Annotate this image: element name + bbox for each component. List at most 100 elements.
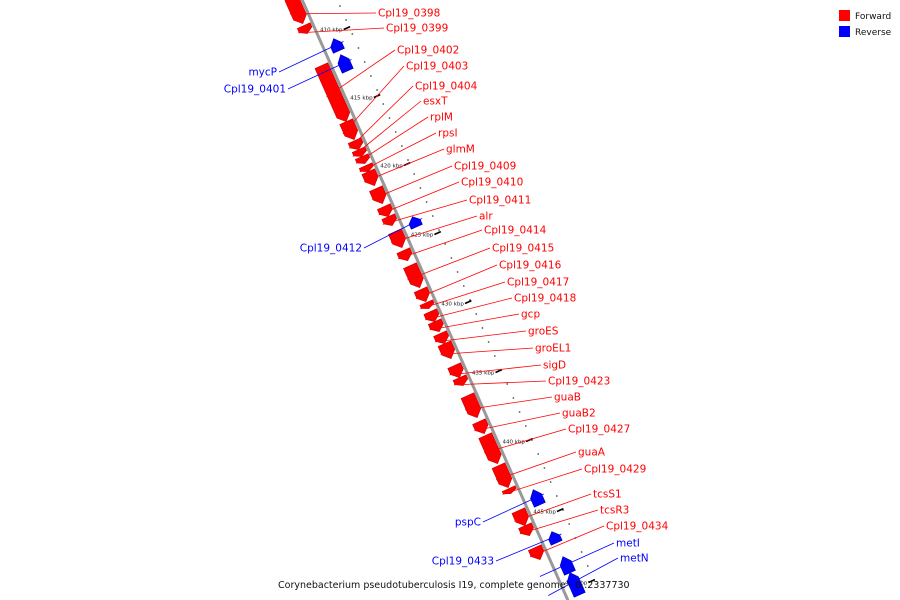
gene-label-cpl19_0415[interactable]: Cpl19_0415 [492,243,554,255]
guide-dot [487,341,490,343]
gene-arrow-guab[interactable] [460,392,482,418]
gene-label-rplm[interactable]: rplM [430,112,453,124]
tick-mark [588,578,596,584]
guide-dot [425,201,428,203]
gene-arrow-cpl19_0410[interactable] [377,203,393,217]
leader-line [326,49,396,98]
gene-arrow-tcsr3[interactable] [518,522,534,536]
tick-mark [464,299,472,305]
guide-dot [407,159,409,161]
gene-arrow-guab2[interactable] [472,418,489,434]
tick-label: 445 kbp [533,510,556,516]
guide-dot [376,89,378,91]
gene-label-cpl19_0427[interactable]: Cpl19_0427 [568,424,630,436]
tick-mark [495,368,503,374]
gene-label-gcp[interactable]: gcp [521,309,540,321]
guide-dot [351,33,354,35]
leader-line [519,509,599,535]
gene-label-cpl19_0418[interactable]: Cpl19_0418 [514,293,576,305]
gene-arrow-cpl19_0415[interactable] [403,262,424,288]
gene-arrow-alr[interactable] [388,228,406,248]
gene-arrow-cpl19_0411[interactable] [381,213,398,226]
leader-line [371,165,453,200]
guide-dot [493,355,496,357]
label-leaders [278,12,619,596]
gene-label-esxt[interactable]: esxT [423,96,448,108]
gene-label-cpl19_0399[interactable]: Cpl19_0399 [386,23,448,35]
gene-label-meti[interactable]: metI [616,538,640,550]
gene-label-cpl19_0433[interactable]: Cpl19_0433 [432,556,494,568]
gene-arrow-metn[interactable] [566,572,586,598]
guide-dot [549,481,552,483]
gene-label-metn[interactable]: metN [620,553,649,565]
gene-label-cpl19_0410[interactable]: Cpl19_0410 [461,177,523,189]
leader-line [342,65,405,135]
legend: Forward Reverse [839,10,892,38]
gene-label-tcsr3[interactable]: tcsR3 [600,505,629,517]
gene-label-cpl19_0434[interactable]: Cpl19_0434 [606,521,669,533]
gene-arrow-mycp[interactable] [330,38,345,54]
gene-arrow-cpl19_0417[interactable] [419,299,435,309]
gene-label-guab2[interactable]: guaB2 [562,408,596,420]
gene-arrow-cpl19_0398[interactable] [284,0,307,24]
gene-label-tcss1[interactable]: tcsS1 [593,489,622,501]
gene-arrow-guaa[interactable] [491,462,513,488]
leader-line [349,85,414,149]
gene-label-alr[interactable]: alr [479,211,493,223]
gene-label-cpl19_0417[interactable]: Cpl19_0417 [507,277,569,289]
gene-arrow-cpl19_0399[interactable] [296,22,313,34]
gene-arrow-cpl19_0418[interactable] [423,308,440,322]
gene-arrow-cpl19_0404[interactable] [347,137,364,150]
gene-arrow-tcss1[interactable] [511,507,529,526]
gene-arrow-sigd[interactable] [447,362,464,378]
gene-arrow-cpl19_0414[interactable] [396,247,413,261]
leader-line [548,557,619,596]
gene-label-groel1[interactable]: groEL1 [535,343,571,355]
gene-label-guab[interactable]: guaB [554,392,581,404]
gene-label-cpl19_0411[interactable]: Cpl19_0411 [469,195,531,207]
tick-label: 435 kbp [472,371,495,377]
gene-label-cpl19_0401[interactable]: Cpl19_0401 [224,84,286,96]
gene-arrow-cpl19_0401[interactable] [337,54,354,74]
gene-label-sigd[interactable]: sigD [543,360,566,372]
guide-dot [512,397,515,399]
gene-label-cpl19_0412[interactable]: Cpl19_0412 [300,243,362,255]
gene-label-cpl19_0409[interactable]: Cpl19_0409 [454,161,516,173]
leader-line [453,380,547,386]
gene-arrow-cpl19_0427[interactable] [478,432,502,464]
gene-label-rpsi[interactable]: rpsI [438,128,458,140]
tick-mark [434,230,442,236]
guide-dot [537,453,540,455]
gene-label-cpl19_0398[interactable]: Cpl19_0398 [378,8,440,20]
leader-line [483,428,567,454]
gene-label-guaa[interactable]: guaA [578,447,606,459]
gene-label-cpl19_0403[interactable]: Cpl19_0403 [406,61,468,73]
gene-label-cpl19_0404[interactable]: Cpl19_0404 [415,81,478,93]
gene-arrow-cpl19_0402[interactable] [314,62,351,122]
backbone-dots [339,5,595,581]
gene-arrow-cpl19_0403[interactable] [339,118,359,140]
gene-label-mycp[interactable]: mycP [248,67,277,79]
guide-dot [401,145,403,147]
leader-line [407,247,491,281]
guide-dot [345,19,347,21]
gene-label-cpl19_0402[interactable]: Cpl19_0402 [397,45,459,57]
gene-arrow-pspc[interactable] [530,489,546,508]
gene-label-groes[interactable]: groES [528,326,559,338]
gene-arrow-cpl19_0412[interactable] [408,216,423,230]
gene-label-pspc[interactable]: pspC [455,517,481,529]
leader-line [420,281,506,310]
gene-label-cpl19_0414[interactable]: Cpl19_0414 [484,225,547,237]
gene-arrow-cpl19_0429[interactable] [501,485,517,495]
gene-label-cpl19_0429[interactable]: Cpl19_0429 [584,464,646,476]
gene-label-cpl19_0423[interactable]: Cpl19_0423 [548,376,610,388]
guide-dot [506,383,509,385]
leader-line [398,229,483,260]
leader-line [514,493,592,522]
gene-arrow-cpl19_0409[interactable] [369,185,387,204]
guide-dot [388,117,391,119]
gene-arrow-groel1[interactable] [437,340,456,359]
gene-label-cpl19_0416[interactable]: Cpl19_0416 [499,260,562,272]
gene-label-glmm[interactable]: glmM [446,144,475,156]
